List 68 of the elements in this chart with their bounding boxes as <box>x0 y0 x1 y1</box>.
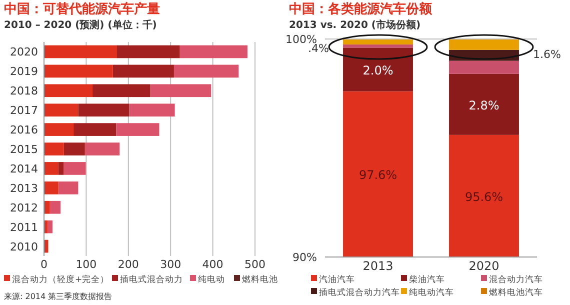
y-tick-label: 2010 <box>10 240 38 254</box>
x-tick-label: 200 <box>118 258 139 271</box>
y-tick-label: 2020 <box>10 46 38 59</box>
bar <box>112 64 174 78</box>
bar <box>129 104 175 117</box>
x-tick-label: 500 <box>244 258 266 271</box>
bar <box>74 123 116 136</box>
x-tick-label: 0 <box>40 258 48 271</box>
annotation: 1.6% <box>533 48 561 61</box>
chart-subtitle: 2010 – 2020 (预测) (单位：千) <box>4 19 157 31</box>
legend-label: 燃料电池汽车 <box>489 287 543 298</box>
bar <box>84 142 120 156</box>
bar <box>48 220 52 234</box>
bar <box>44 162 58 175</box>
y-tick-label: 2019 <box>10 65 38 78</box>
legend-label: 燃料电池 <box>242 274 278 285</box>
bar <box>44 200 50 214</box>
data-label: 97.6% <box>358 168 398 182</box>
bar <box>58 162 64 175</box>
bar <box>64 142 85 156</box>
legend-label: 纯电动 <box>198 274 225 285</box>
bar <box>174 64 239 78</box>
bar <box>44 142 64 156</box>
bar <box>180 45 248 58</box>
x-tick-label: 400 <box>202 258 224 271</box>
legend-label: 柴油汽车 <box>409 274 445 285</box>
y-tick-label: 2014 <box>10 162 38 176</box>
x-tick-label: 300 <box>160 258 182 271</box>
x-tick-label: 2020 <box>468 259 500 273</box>
bar <box>44 123 74 136</box>
y-tick-label: 2017 <box>10 104 38 118</box>
y-tick-label: 90% <box>292 251 317 264</box>
bar <box>78 104 130 117</box>
data-label: 95.6% <box>464 190 504 204</box>
bar <box>44 181 58 194</box>
x-tick-label: 2013 <box>362 259 394 273</box>
bar <box>92 84 150 98</box>
chart-title: 中国：可替代能源汽车产量 <box>4 1 160 17</box>
source-note: 来源: 2014 第三季度数据报告 <box>4 292 112 301</box>
legend-label: 插电式混合动力汽车 <box>319 287 400 298</box>
data-label: 2.0% <box>362 64 394 78</box>
bar <box>44 84 93 98</box>
y-tick-label: 2011 <box>10 220 38 234</box>
bar <box>44 104 78 117</box>
legend-label: 插电式混合动力 <box>120 274 183 285</box>
bar <box>50 200 60 214</box>
legend-label: 混合动力（轻度+完全） <box>12 274 110 285</box>
annotation: .4% <box>308 42 329 55</box>
y-tick-label: 2015 <box>10 143 38 156</box>
data-label: 2.8% <box>468 98 500 112</box>
bar <box>150 84 212 98</box>
bar <box>116 45 180 58</box>
x-tick-label: 100 <box>76 258 97 271</box>
bar <box>44 45 117 58</box>
chart-subtitle: 2013 vs. 2020 (市场份额) <box>289 19 421 31</box>
legend-label: 汽油汽车 <box>319 274 355 285</box>
bar <box>64 162 86 175</box>
bar <box>44 64 113 78</box>
y-tick-label: 2013 <box>10 182 38 195</box>
chart-title: 中国：各类能源汽车份额 <box>289 1 433 17</box>
y-tick-label: 2012 <box>10 201 38 214</box>
y-tick-label: 2016 <box>10 124 38 137</box>
bar <box>58 181 78 194</box>
bar <box>44 220 48 234</box>
legend-label: 混合动力汽车 <box>489 274 543 285</box>
bar <box>116 123 160 136</box>
legend-label: 纯电动汽车 <box>409 287 454 298</box>
y-tick-label: 2018 <box>10 84 38 98</box>
